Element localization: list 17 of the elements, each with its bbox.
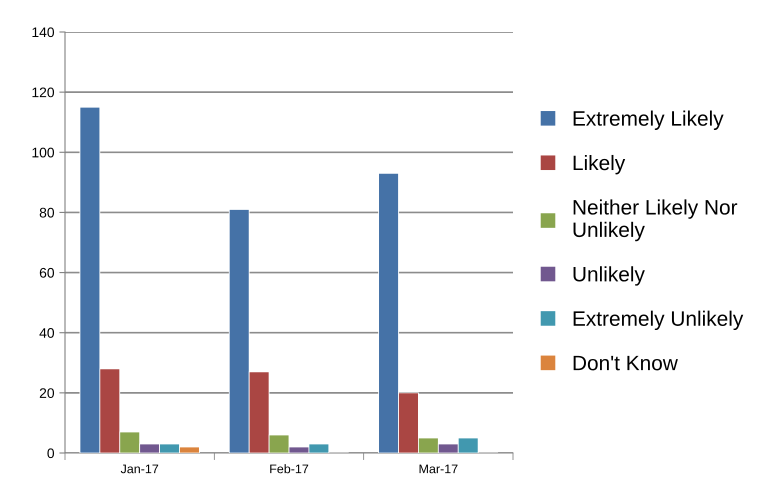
legend-label: Don't Know [574, 356, 678, 370]
y-tick-label: 40 [39, 328, 54, 338]
legend-label: Neither Likely Nor Unlikely [574, 199, 738, 242]
x-tick-label: Mar-17 [420, 464, 458, 474]
y-tick-label: 60 [40, 268, 54, 278]
y-tick-label: 100 [32, 148, 54, 158]
y-tick-label: 0 [47, 448, 54, 458]
legend-label: Unlikely [574, 266, 645, 286]
legend-label: Likely [574, 154, 626, 174]
y-tick-label: 140 [32, 27, 54, 38]
legend-label: Extremely Unlikely [574, 310, 744, 330]
y-tick-label: 20 [40, 388, 54, 398]
y-tick-label: 80 [40, 208, 54, 218]
x-tick-label: Feb-17 [270, 464, 308, 474]
x-tick-label: Jan-17 [120, 464, 158, 474]
y-tick-label: 120 [32, 87, 54, 98]
legend-label: Extremely Likely [574, 110, 724, 130]
